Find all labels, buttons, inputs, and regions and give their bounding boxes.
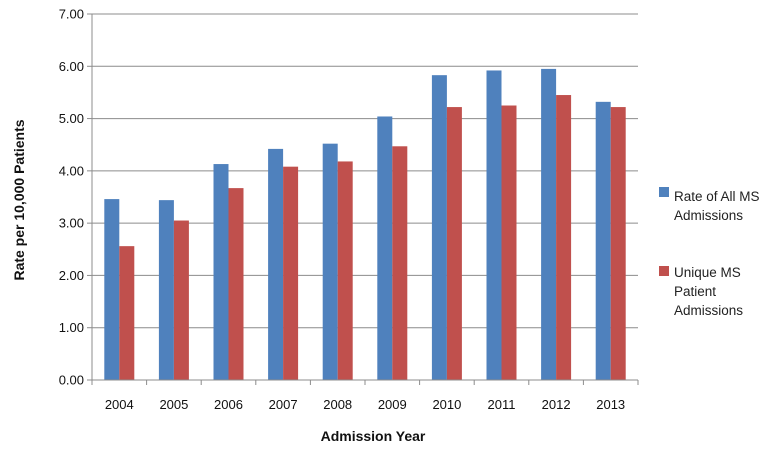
bars xyxy=(104,68,626,381)
bar-all-ms-admissions xyxy=(322,143,338,380)
bar-all-ms-admissions xyxy=(595,101,611,380)
bar-all-ms-admissions xyxy=(158,200,174,380)
y-tick-label: 3.00 xyxy=(59,216,84,231)
x-tick-label: 2011 xyxy=(488,397,516,412)
x-tick-label: 2012 xyxy=(542,397,571,412)
legend-label: Rate of All MS xyxy=(674,189,760,204)
y-tick-label: 4.00 xyxy=(59,163,84,178)
bar-unique-ms-patient-admissions xyxy=(610,107,626,380)
legend-label: Admissions xyxy=(674,208,743,223)
bar-all-ms-admissions xyxy=(486,70,502,381)
x-tick-label: 2009 xyxy=(378,397,407,412)
x-tick-label: 2013 xyxy=(596,397,625,412)
axes xyxy=(87,13,639,385)
bar-all-ms-admissions xyxy=(431,75,447,380)
y-tick-label: 1.00 xyxy=(59,320,84,335)
x-tick-label: 2004 xyxy=(105,397,134,412)
bar-unique-ms-patient-admissions xyxy=(446,107,462,380)
y-tick-label: 5.00 xyxy=(59,111,84,126)
legend-label: Unique MS xyxy=(674,265,741,280)
bar-all-ms-admissions xyxy=(213,164,229,380)
bar-unique-ms-patient-admissions xyxy=(556,95,572,381)
x-tick-label: 2007 xyxy=(269,397,298,412)
bar-unique-ms-patient-admissions xyxy=(228,188,244,380)
bar-unique-ms-patient-admissions xyxy=(283,166,299,380)
x-tick-label: 2006 xyxy=(214,397,243,412)
y-axis-title: Rate per 10,000 Patients xyxy=(11,119,27,280)
bar-all-ms-admissions xyxy=(377,116,393,380)
bar-all-ms-admissions xyxy=(104,199,120,380)
x-axis-title: Admission Year xyxy=(321,428,426,444)
y-tick-label: 7.00 xyxy=(59,7,84,22)
bar-all-ms-admissions xyxy=(268,148,284,380)
y-tick-label: 6.00 xyxy=(59,59,84,74)
x-tick-label: 2005 xyxy=(159,397,188,412)
bar-unique-ms-patient-admissions xyxy=(501,105,517,380)
legend-item-unique-ms-patient-admissions: Unique MS Patient Admissions xyxy=(659,265,743,318)
legend-label: Admissions xyxy=(674,303,743,318)
legend-swatch xyxy=(659,266,669,276)
legend-label: Patient xyxy=(674,284,716,299)
x-tick-label: 2010 xyxy=(432,397,461,412)
legend-item-all-ms-admissions: Rate of All MS Admissions xyxy=(659,187,760,223)
y-tick-labels: 0.00 1.00 2.00 3.00 4.00 5.00 6.00 7.00 xyxy=(59,7,84,388)
x-tick-label: 2008 xyxy=(323,397,352,412)
y-tick-label: 2.00 xyxy=(59,268,84,283)
bar-unique-ms-patient-admissions xyxy=(392,146,408,380)
bar-unique-ms-patient-admissions xyxy=(173,220,189,380)
legend: Rate of All MS Admissions Unique MS Patient… xyxy=(659,187,760,318)
y-tick-label: 0.00 xyxy=(59,373,84,388)
x-tick-labels: 2004 2005 2006 2007 2008 2009 2010 2011 2012 2013 xyxy=(105,397,625,412)
bar-unique-ms-patient-admissions xyxy=(337,161,353,380)
bar-unique-ms-patient-admissions xyxy=(119,246,135,380)
bar-all-ms-admissions xyxy=(541,68,557,381)
legend-swatch xyxy=(659,187,669,197)
